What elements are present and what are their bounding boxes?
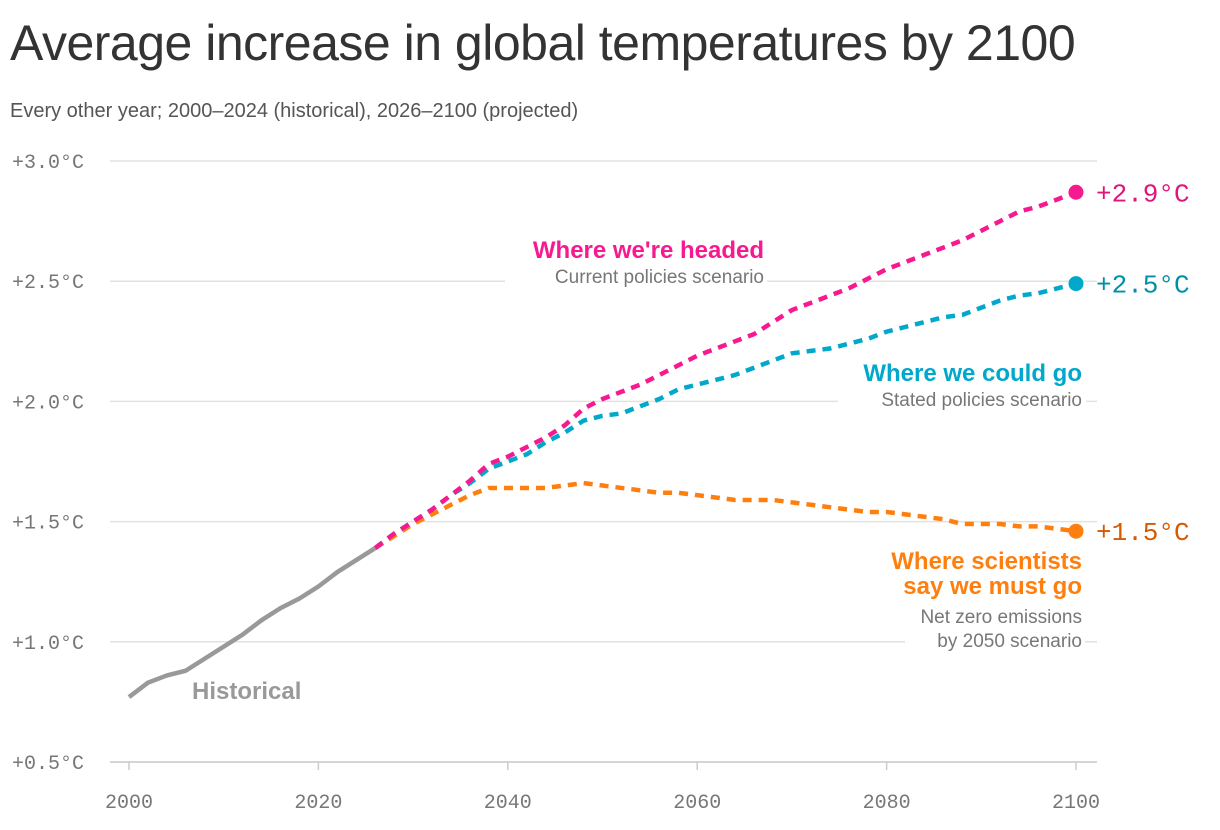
y-tick-label: +0.5°C [12,753,84,776]
chart-title: Average increase in global temperatures … [10,15,1076,71]
y-tick-label: +3.0°C [12,152,84,175]
x-tick-label: 2100 [1052,792,1100,815]
headed-sublabel: Current policies scenario [555,267,764,288]
series-end-label: +1.5°C [1096,518,1190,548]
series-line-2 [373,281,1077,550]
y-tick-label: +1.5°C [12,513,84,536]
x-tick-label: 2000 [105,792,153,815]
historical-label: Historical [192,678,301,705]
series-line-3 [374,480,1077,550]
must-sublabel-line2: by 2050 scenario [937,631,1082,652]
could-sublabel: Stated policies scenario [881,390,1082,411]
series-end-label: +2.9°C [1096,179,1190,209]
x-tick-label: 2060 [673,792,721,815]
series-end-point [1068,523,1084,539]
series-line-0 [127,546,377,699]
x-tick-label: 2020 [294,792,342,815]
must-label-line1: Where scientists [891,548,1082,575]
must-sublabel-line1: Net zero emissions [920,607,1082,628]
y-tick-label: +2.5°C [12,272,84,295]
series-end-label: +2.5°C [1096,271,1190,301]
headed-label: Where we're headed [533,237,764,264]
series-end-point [1068,184,1084,200]
could-label: Where we could go [863,360,1082,387]
must-label-line2: say we must go [903,573,1082,600]
series-end-point [1068,276,1084,292]
chart-subtitle: Every other year; 2000–2024 (historical)… [10,100,579,122]
y-tick-label: +1.0°C [12,633,84,656]
series-line-1 [373,190,1077,550]
x-tick-label: 2040 [484,792,532,815]
x-tick-label: 2080 [863,792,911,815]
y-tick-label: +2.0°C [12,392,84,415]
